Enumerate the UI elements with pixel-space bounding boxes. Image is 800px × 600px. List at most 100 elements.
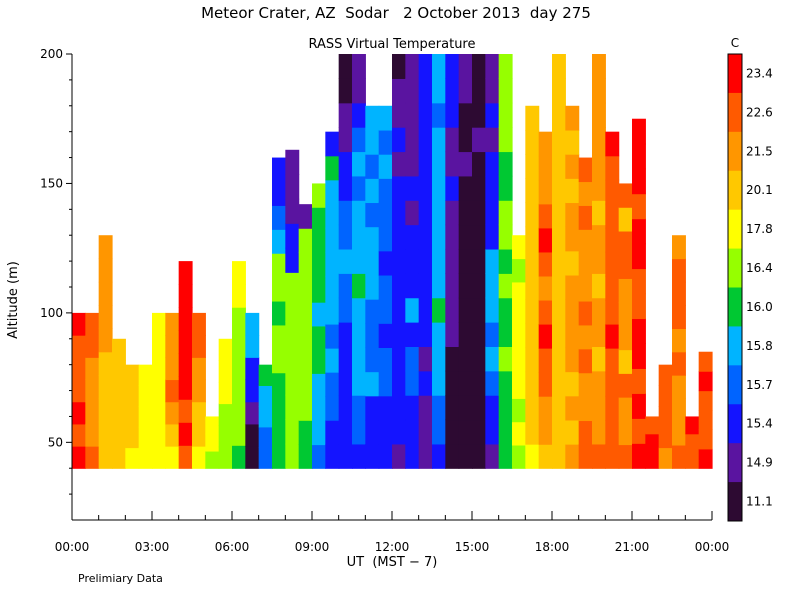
- data-cell: [552, 102, 566, 128]
- x-tick-label: 21:00: [615, 540, 650, 554]
- data-cell: [632, 168, 646, 195]
- data-cell: [392, 395, 406, 421]
- colorbar-label: 23.4: [746, 66, 773, 80]
- data-cell: [672, 235, 686, 260]
- data-cell: [232, 353, 246, 377]
- data-cell: [178, 307, 193, 331]
- data-cell: [458, 54, 473, 79]
- data-cell: [618, 254, 633, 279]
- data-cell: [392, 248, 406, 274]
- data-cell: [498, 346, 513, 372]
- data-cell: [325, 323, 340, 349]
- data-cell: [85, 379, 100, 403]
- data-cell: [352, 370, 366, 396]
- data-cell: [525, 154, 540, 179]
- data-cell: [525, 347, 540, 373]
- footnote-preliminary: Prelimiary Data: [78, 572, 163, 585]
- data-cell: [565, 371, 580, 397]
- data-cell: [338, 224, 353, 250]
- data-cell: [312, 349, 326, 374]
- data-cell: [365, 323, 380, 348]
- data-cell: [192, 401, 206, 425]
- data-cell: [538, 131, 553, 157]
- data-cell: [538, 251, 553, 277]
- temperature-cells: [72, 54, 713, 469]
- data-cell: [72, 423, 86, 447]
- data-cell: [98, 444, 113, 469]
- data-cell: [538, 155, 553, 181]
- data-cell: [218, 360, 233, 383]
- data-cell: [445, 273, 460, 299]
- data-cell: [418, 248, 433, 274]
- data-cell: [378, 323, 393, 348]
- data-cell: [552, 54, 566, 79]
- data-cell: [432, 370, 446, 396]
- data-cell: [218, 425, 233, 448]
- data-cell: [472, 78, 486, 104]
- data-cell: [312, 325, 326, 351]
- data-cell: [525, 299, 540, 324]
- data-cell: [325, 131, 340, 157]
- data-cell: [405, 200, 420, 226]
- data-cell: [378, 444, 393, 469]
- data-cell: [445, 395, 460, 421]
- data-cell: [352, 248, 366, 274]
- data-cell: [298, 372, 313, 397]
- data-cell: [432, 395, 446, 421]
- y-axis-label: Altitude (m): [6, 261, 21, 339]
- colorbar-swatch: [728, 287, 742, 327]
- data-cell: [485, 443, 500, 469]
- x-tick-label: 18:00: [535, 540, 570, 554]
- data-cell: [138, 364, 153, 386]
- data-cell: [378, 371, 393, 397]
- data-cell: [285, 247, 300, 273]
- data-cell: [445, 297, 460, 323]
- data-cell: [85, 423, 100, 447]
- data-cell: [125, 406, 140, 428]
- data-cell: [485, 175, 500, 201]
- data-cell: [472, 102, 486, 128]
- data-cell: [498, 224, 513, 250]
- colorbar-unit: C: [731, 36, 739, 50]
- data-cell: [112, 403, 126, 426]
- data-cell: [418, 443, 433, 469]
- data-cell: [632, 218, 646, 245]
- data-cell: [512, 235, 526, 260]
- data-cell: [458, 151, 473, 177]
- data-cell: [432, 54, 446, 79]
- data-cell: [178, 422, 193, 446]
- data-cell: [498, 200, 513, 226]
- data-cell: [245, 379, 260, 403]
- data-cell: [405, 419, 420, 445]
- colorbar-swatch: [728, 326, 742, 366]
- data-cell: [112, 446, 126, 469]
- data-cell: [552, 224, 566, 250]
- data-cell: [312, 278, 326, 303]
- data-cell: [232, 261, 246, 285]
- data-cell: [445, 102, 460, 128]
- data-cell: [272, 444, 286, 469]
- data-cell: [445, 54, 460, 79]
- data-cell: [552, 297, 566, 323]
- data-cell: [98, 351, 113, 376]
- data-cell: [418, 54, 433, 79]
- data-cell: [112, 381, 126, 405]
- data-cell: [592, 395, 606, 421]
- data-cell: [338, 102, 353, 128]
- data-cell: [72, 379, 86, 403]
- data-cell: [445, 127, 460, 153]
- data-cell: [618, 230, 633, 256]
- colorbar-swatch: [728, 131, 742, 172]
- data-cell: [165, 401, 180, 425]
- data-cell: [485, 395, 500, 421]
- data-cell: [485, 200, 500, 226]
- data-cell: [232, 399, 246, 423]
- data-cell: [338, 322, 353, 347]
- data-cell: [285, 394, 300, 420]
- data-cell: [552, 175, 566, 201]
- data-cell: [485, 248, 500, 274]
- data-cell: [485, 273, 500, 299]
- data-cell: [325, 396, 340, 421]
- data-cell: [592, 346, 606, 372]
- data-cell: [392, 443, 406, 469]
